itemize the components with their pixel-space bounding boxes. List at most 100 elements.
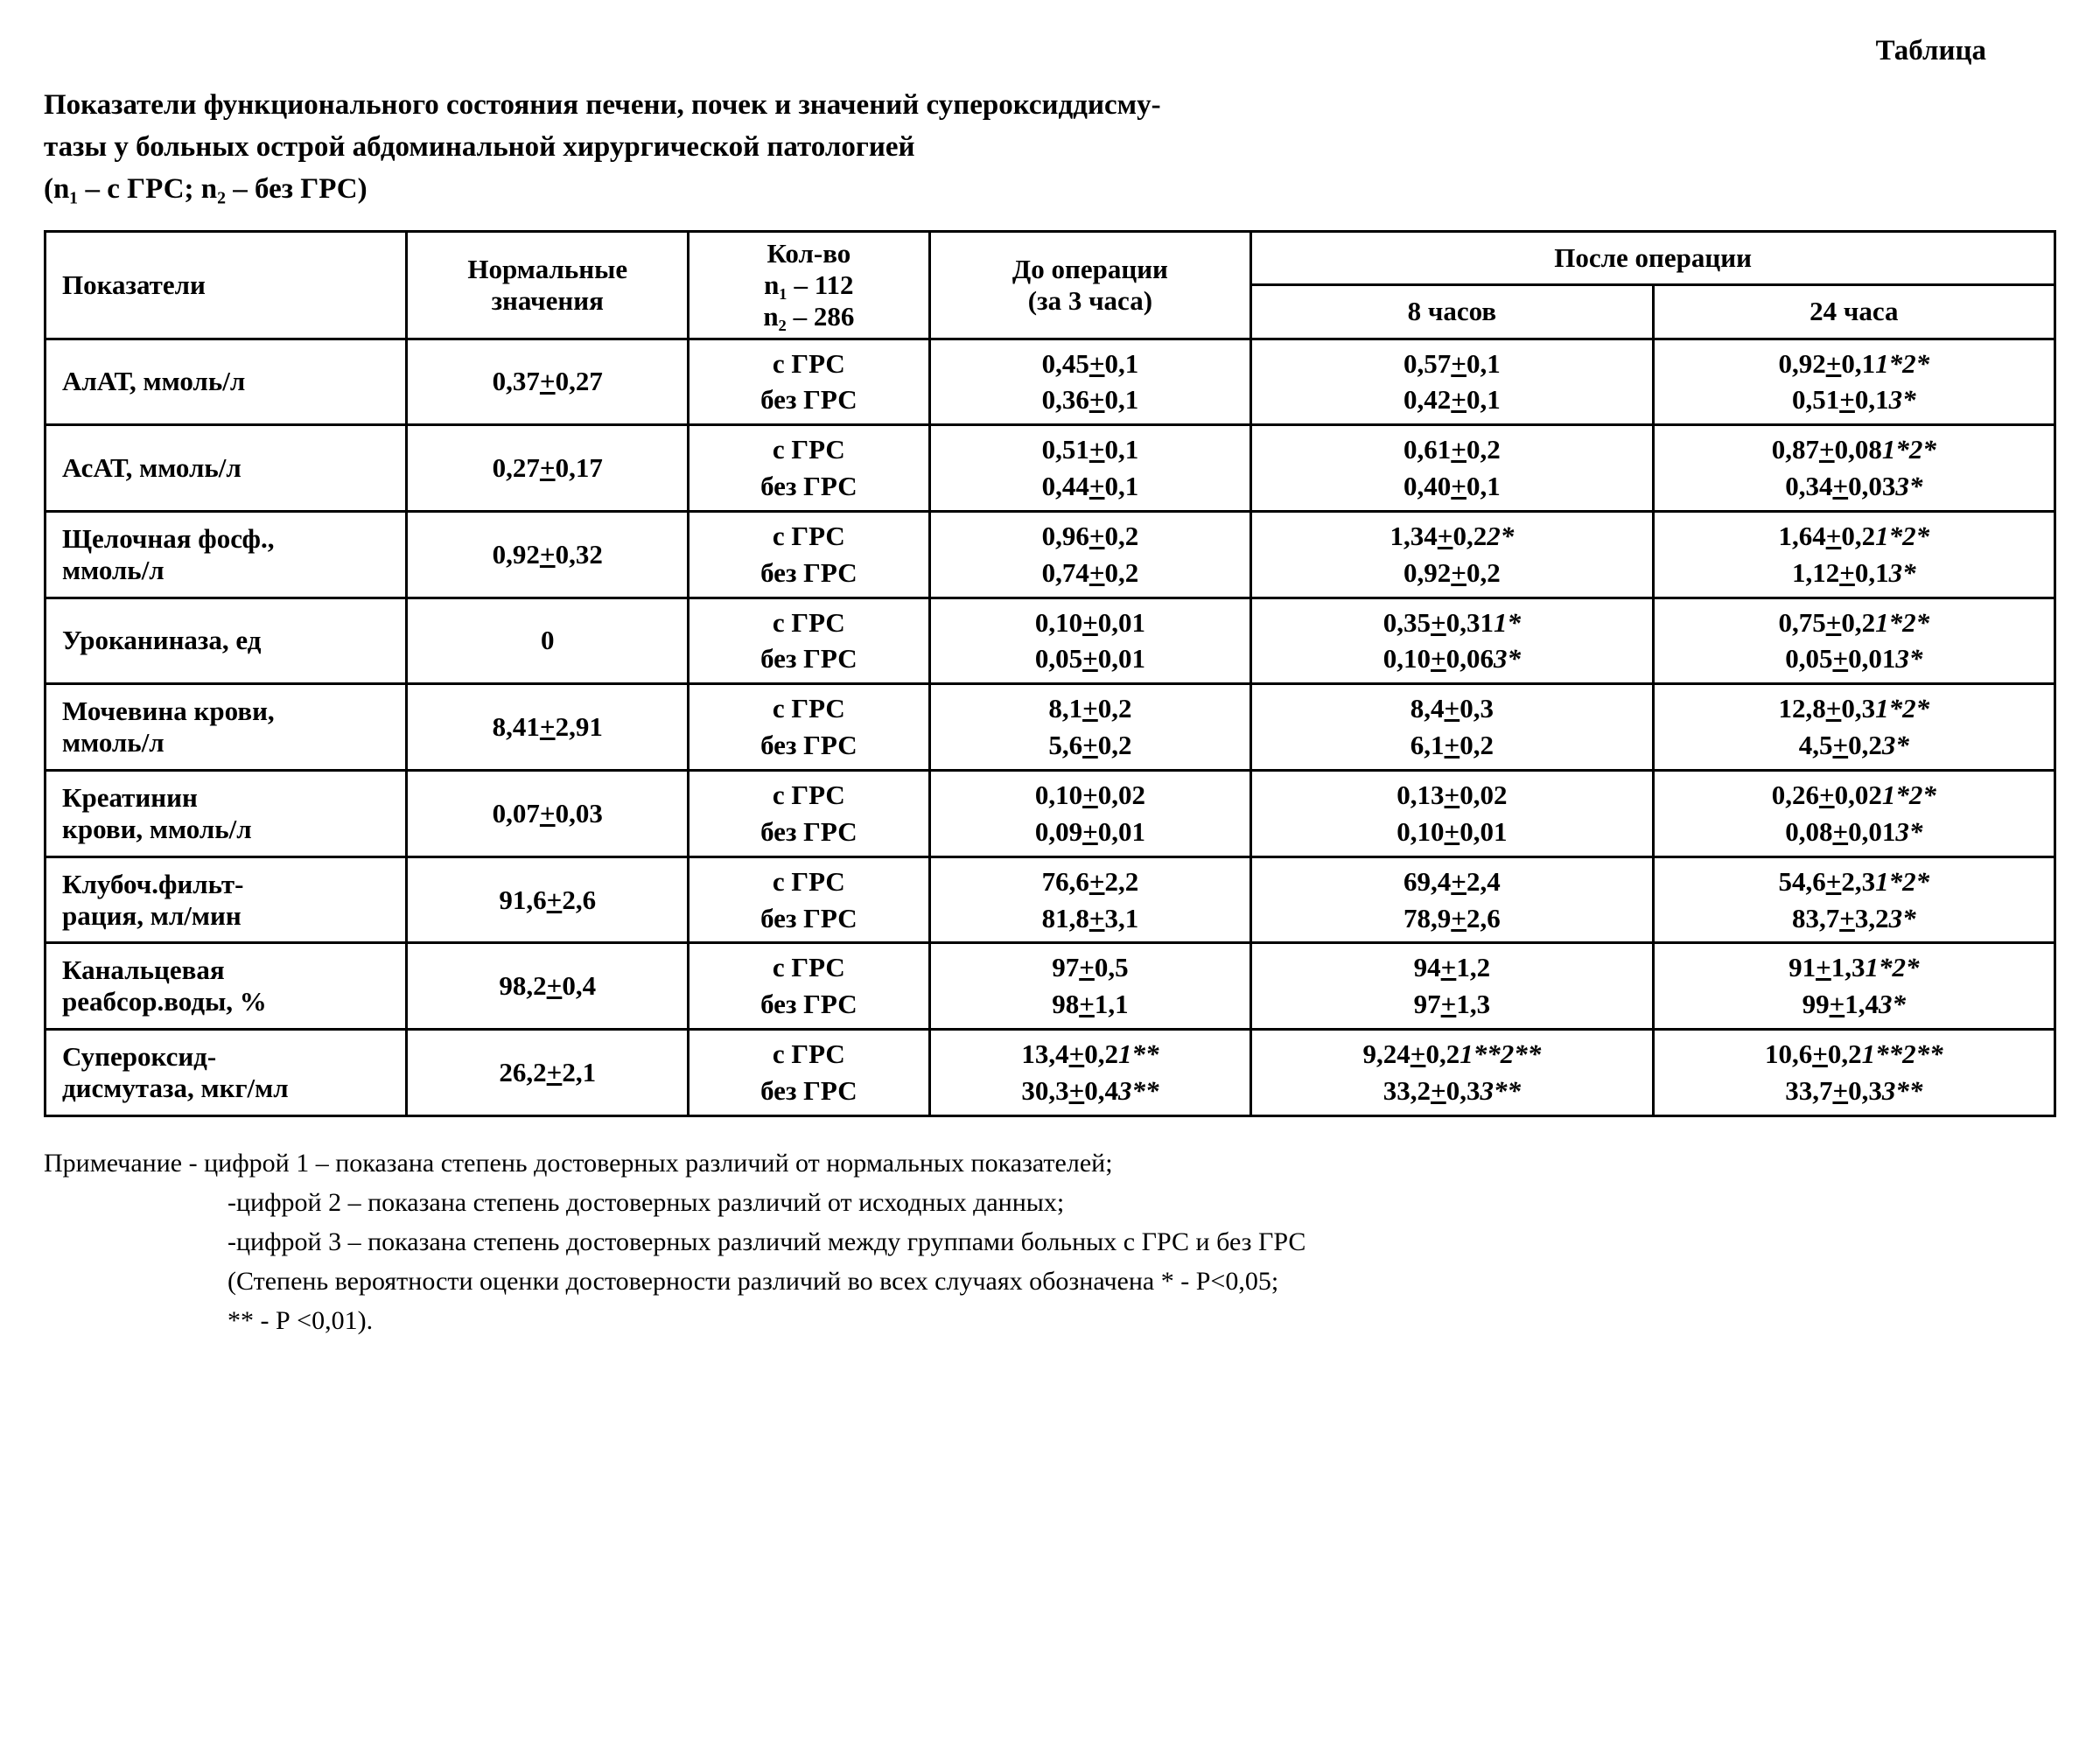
group-labels: с ГРСбез ГРС [689, 598, 930, 684]
table-row: Клубоч.фильт-рация, мл/мин91,6+2,6с ГРСб… [46, 857, 2055, 943]
h24-value: 0,92+0,11*2*0,51+0,13* [1653, 339, 2054, 425]
group-without-label: без ГРС [700, 814, 918, 850]
h24-value: 0,75+0,21*2*0,05+0,013* [1653, 598, 2054, 684]
preop-value: 0,96+0,20,74+0,2 [929, 511, 1251, 598]
header-count: Кол-во n₁ – 112 n₂ – 286 [689, 231, 930, 339]
note-line-2: -цифрой 2 – показана степень достоверных… [44, 1183, 2056, 1222]
normal-value: 26,2+2,1 [407, 1030, 689, 1116]
h8-value: 1,34+0,22*0,92+0,2 [1251, 511, 1653, 598]
group-without-label: без ГРС [700, 381, 918, 418]
table-row: Мочевина крови,ммоль/л8,41+2,91с ГРСбез … [46, 684, 2055, 771]
indicator-name-line1: Супероксид- [62, 1041, 395, 1073]
h8-value-with: 0,61+0,2 [1263, 431, 1641, 468]
preop-value-with: 0,51+0,1 [942, 431, 1240, 468]
header-preop-line1: До операции [942, 254, 1240, 285]
h24-value-without: 0,05+0,013* [1665, 640, 2043, 677]
preop-value-with: 0,10+0,01 [942, 605, 1240, 641]
group-with-label: с ГРС [700, 864, 918, 900]
h24-value-without: 33,7+0,33** [1665, 1073, 2043, 1109]
h24-value-without: 0,34+0,033* [1665, 468, 2043, 505]
note-line-1: Примечание - цифрой 1 – показана степень… [44, 1143, 2056, 1183]
preop-value-without: 81,8+3,1 [942, 900, 1240, 937]
h8-value: 0,13+0,020,10+0,01 [1251, 770, 1653, 857]
preop-value-without: 0,74+0,2 [942, 555, 1240, 591]
group-without-label: без ГРС [700, 640, 918, 677]
h24-value-without: 0,08+0,013* [1665, 814, 2043, 850]
header-postop: После операции [1251, 231, 2055, 285]
indicator-name-line1: Креатинин [62, 782, 395, 814]
h8-value-without: 0,92+0,2 [1263, 555, 1641, 591]
normal-value: 98,2+0,4 [407, 943, 689, 1030]
indicator-name-line1: Уроканиназа, ед [62, 625, 395, 656]
normal-value: 0,07+0,03 [407, 770, 689, 857]
notes: Примечание - цифрой 1 – показана степень… [44, 1143, 2056, 1340]
preop-value-with: 8,1+0,2 [942, 690, 1240, 727]
h24-value: 0,26+0,021*2*0,08+0,013* [1653, 770, 2054, 857]
indicator-name: Супероксид-дисмутаза, мкг/мл [46, 1030, 407, 1116]
h8-value-with: 0,57+0,1 [1263, 346, 1641, 382]
header-count-line1: Кол-во [700, 238, 918, 269]
h24-value-with: 10,6+0,21**2** [1665, 1036, 2043, 1073]
group-with-label: с ГРС [700, 777, 918, 814]
h24-value: 10,6+0,21**2**33,7+0,33** [1653, 1030, 2054, 1116]
group-with-label: с ГРС [700, 1036, 918, 1073]
table-label: Таблица [44, 35, 2056, 67]
h8-value: 0,35+0,311*0,10+0,063* [1251, 598, 1653, 684]
group-without-label: без ГРС [700, 468, 918, 505]
preop-value: 8,1+0,25,6+0,2 [929, 684, 1251, 771]
h24-value: 54,6+2,31*2*83,7+3,23* [1653, 857, 2054, 943]
preop-value-with: 97+0,5 [942, 949, 1240, 986]
group-with-label: с ГРС [700, 605, 918, 641]
group-with-label: с ГРС [700, 949, 918, 986]
group-without-label: без ГРС [700, 1073, 918, 1109]
preop-value: 97+0,598+1,1 [929, 943, 1251, 1030]
group-labels: с ГРСбез ГРС [689, 511, 930, 598]
preop-value-without: 30,3+0,43** [942, 1073, 1240, 1109]
indicator-name-line2: ммоль/л [62, 555, 395, 586]
indicator-name-line2: крови, ммоль/л [62, 814, 395, 845]
h24-value-without: 83,7+3,23* [1665, 900, 2043, 937]
group-with-label: с ГРС [700, 518, 918, 555]
header-count-line3: n₂ – 286 [700, 301, 918, 332]
normal-value: 0 [407, 598, 689, 684]
indicator-name: Щелочная фосф.,ммоль/л [46, 511, 407, 598]
note-line-5: ** - Р <0,01). [44, 1301, 2056, 1340]
h24-value-with: 0,26+0,021*2* [1665, 777, 2043, 814]
group-labels: с ГРСбез ГРС [689, 857, 930, 943]
preop-value: 13,4+0,21**30,3+0,43** [929, 1030, 1251, 1116]
h8-value-without: 33,2+0,33** [1263, 1073, 1641, 1109]
h8-value: 9,24+0,21**2**33,2+0,33** [1251, 1030, 1653, 1116]
h8-value-with: 0,13+0,02 [1263, 777, 1641, 814]
table-row: АлАТ, ммоль/л0,37+0,27с ГРСбез ГРС0,45+0… [46, 339, 2055, 425]
table-row: Щелочная фосф.,ммоль/л0,92+0,32с ГРСбез … [46, 511, 2055, 598]
indicator-name-line1: АлАТ, ммоль/л [62, 366, 395, 397]
h24-value-with: 0,92+0,11*2* [1665, 346, 2043, 382]
title-line-2: тазы у больных острой абдоминальной хиру… [44, 127, 2056, 169]
preop-value: 0,10+0,020,09+0,01 [929, 770, 1251, 857]
group-labels: с ГРСбез ГРС [689, 425, 930, 512]
preop-value-with: 0,96+0,2 [942, 518, 1240, 555]
h8-value-with: 8,4+0,3 [1263, 690, 1641, 727]
page-title: Показатели функционального состояния печ… [44, 85, 2056, 211]
normal-value: 0,92+0,32 [407, 511, 689, 598]
indicator-name: АлАТ, ммоль/л [46, 339, 407, 425]
h24-value-with: 1,64+0,21*2* [1665, 518, 2043, 555]
preop-value: 0,45+0,10,36+0,1 [929, 339, 1251, 425]
header-preop-line2: (за 3 часа) [942, 285, 1240, 317]
group-without-label: без ГРС [700, 900, 918, 937]
normal-value: 0,37+0,27 [407, 339, 689, 425]
group-with-label: с ГРС [700, 431, 918, 468]
header-count-line2: n₁ – 112 [700, 269, 918, 301]
table-row: Супероксид-дисмутаза, мкг/мл26,2+2,1 с ГР… [46, 1030, 2055, 1116]
h8-value: 94+1,297+1,3 [1251, 943, 1653, 1030]
h8-value-with: 9,24+0,21**2** [1263, 1036, 1641, 1073]
header-normal: Нормальные значения [407, 231, 689, 339]
indicator-name-line2: реабсор.воды, % [62, 986, 395, 1017]
h8-value-with: 0,35+0,311* [1263, 605, 1641, 641]
group-without-label: без ГРС [700, 555, 918, 591]
h24-value-with: 91+1,31*2* [1665, 949, 2043, 986]
preop-value-without: 0,05+0,01 [942, 640, 1240, 677]
table-row: Уроканиназа, ед0с ГРСбез ГРС0,10+0,010,0… [46, 598, 2055, 684]
header-preop: До операции (за 3 часа) [929, 231, 1251, 339]
header-indicators: Показатели [46, 231, 407, 339]
